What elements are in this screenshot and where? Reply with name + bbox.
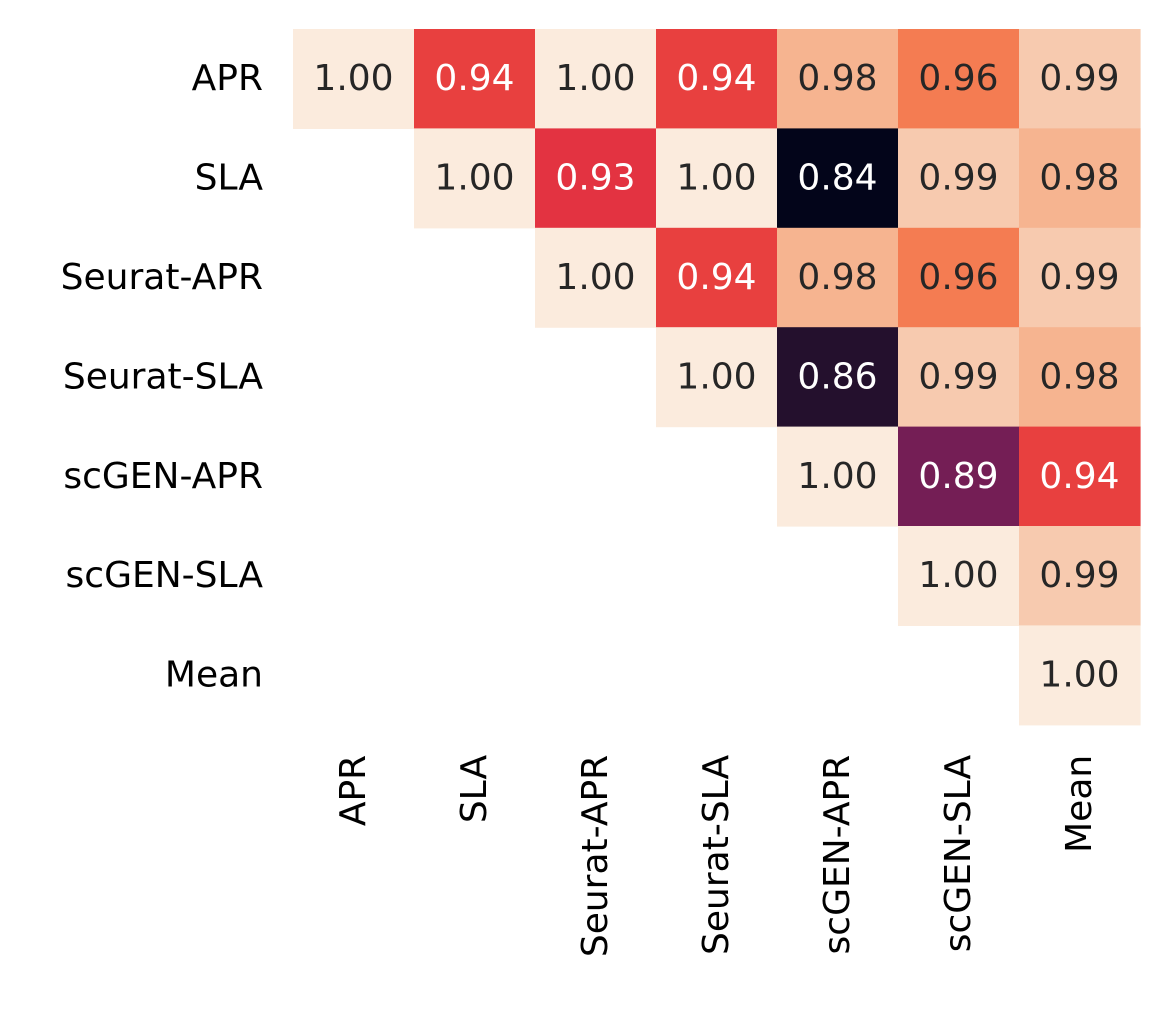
heatmap-cell-seurat-sla-scgen-apr bbox=[777, 327, 899, 428]
column-label-apr: APR bbox=[333, 755, 374, 826]
heatmap-cell-seurat-sla-scgen-sla bbox=[898, 327, 1020, 428]
heatmap-cell-labels: 1.00 0.94 1.00 0.94 0.98 0.96 0.99 1.00 0.93 1.00… bbox=[313, 58, 1119, 695]
column-label-seurat-sla: Seurat-SLA bbox=[696, 754, 737, 955]
cell-value-scgen-sla-mean: 0.99 bbox=[1039, 555, 1119, 596]
heatmap-cell-apr-mean bbox=[1019, 29, 1141, 129]
cell-value-apr-seurat-apr: 1.00 bbox=[555, 58, 635, 99]
row-label-seurat-apr: Seurat-APR bbox=[61, 257, 263, 298]
heatmap-cell-seurat-apr-scgen-apr bbox=[777, 227, 899, 328]
column-label-seurat-apr: Seurat-APR bbox=[575, 755, 616, 957]
heatmap-cell-scgen-apr-mean bbox=[1019, 426, 1141, 527]
heatmap-cell-sla-seurat-apr bbox=[535, 128, 657, 229]
cell-value-seurat-apr-seurat-sla: 0.94 bbox=[676, 257, 756, 298]
cell-value-seurat-sla-scgen-apr: 0.86 bbox=[797, 356, 877, 397]
cell-value-seurat-sla-mean: 0.98 bbox=[1039, 356, 1119, 397]
cell-value-scgen-sla-scgen-sla: 1.00 bbox=[918, 555, 998, 596]
cell-value-scgen-apr-scgen-apr: 1.00 bbox=[797, 456, 877, 497]
heatmap-cell-sla-seurat-sla bbox=[656, 128, 778, 229]
cell-value-sla-seurat-apr: 0.93 bbox=[555, 158, 635, 199]
heatmap-cells bbox=[293, 29, 1141, 726]
row-tick-labels: APR SLA Seurat-APR Seurat-SLA scGEN-APR scGEN… bbox=[61, 58, 264, 695]
heatmap-cell-sla-scgen-sla bbox=[898, 128, 1020, 229]
row-label-seurat-sla: Seurat-SLA bbox=[63, 356, 264, 397]
heatmap-cell-seurat-sla-mean bbox=[1019, 327, 1141, 428]
column-label-mean: Mean bbox=[1059, 755, 1100, 853]
cell-value-sla-scgen-apr: 0.84 bbox=[797, 158, 877, 199]
column-tick-labels: APR SLA Seurat-APR Seurat-SLA scGEN-APR scGEN… bbox=[333, 754, 1100, 957]
heatmap-cell-apr-scgen-apr bbox=[777, 29, 899, 129]
column-label-scgen-apr: scGEN-APR bbox=[817, 755, 858, 955]
cell-value-apr-sla: 0.94 bbox=[434, 58, 514, 99]
heatmap-cell-scgen-sla-mean bbox=[1019, 526, 1141, 626]
heatmap-cell-seurat-sla-seurat-sla bbox=[656, 327, 778, 428]
heatmap-cell-seurat-apr-scgen-sla bbox=[898, 227, 1020, 328]
cell-value-seurat-sla-scgen-sla: 0.99 bbox=[918, 356, 998, 397]
column-label-scgen-sla: scGEN-SLA bbox=[938, 754, 979, 952]
heatmap-cell-sla-sla bbox=[414, 128, 536, 229]
cell-value-scgen-apr-scgen-sla: 0.89 bbox=[918, 456, 998, 497]
heatmap-cell-apr-apr bbox=[293, 29, 415, 129]
cell-value-sla-scgen-sla: 0.99 bbox=[918, 158, 998, 199]
cell-value-sla-seurat-sla: 1.00 bbox=[676, 158, 756, 199]
heatmap-cell-apr-sla bbox=[414, 29, 536, 129]
cell-value-seurat-apr-scgen-apr: 0.98 bbox=[797, 257, 877, 298]
heatmap-cell-seurat-apr-seurat-apr bbox=[535, 227, 657, 328]
heatmap-cell-seurat-apr-mean bbox=[1019, 227, 1141, 328]
heatmap-cell-scgen-apr-scgen-apr bbox=[777, 426, 899, 527]
column-label-sla: SLA bbox=[454, 754, 495, 823]
heatmap-cell-apr-seurat-sla bbox=[656, 29, 778, 129]
row-label-scgen-sla: scGEN-SLA bbox=[66, 555, 264, 596]
cell-value-seurat-apr-scgen-sla: 0.96 bbox=[918, 257, 998, 298]
row-label-apr: APR bbox=[192, 58, 263, 99]
cell-value-sla-sla: 1.00 bbox=[434, 158, 514, 199]
cell-value-apr-apr: 1.00 bbox=[313, 58, 393, 99]
heatmap-cell-scgen-apr-scgen-sla bbox=[898, 426, 1020, 527]
cell-value-mean-mean: 1.00 bbox=[1039, 655, 1119, 696]
heatmap-cell-apr-scgen-sla bbox=[898, 29, 1020, 129]
cell-value-apr-scgen-sla: 0.96 bbox=[918, 58, 998, 99]
cell-value-seurat-sla-seurat-sla: 1.00 bbox=[676, 356, 756, 397]
row-label-mean: Mean bbox=[165, 655, 263, 696]
cell-value-seurat-apr-mean: 0.99 bbox=[1039, 257, 1119, 298]
heatmap-cell-scgen-sla-scgen-sla bbox=[898, 526, 1020, 626]
heatmap-cell-mean-mean bbox=[1019, 625, 1141, 726]
heatmap-cell-sla-mean bbox=[1019, 128, 1141, 229]
row-label-sla: SLA bbox=[195, 158, 264, 199]
heatmap-cell-seurat-apr-seurat-sla bbox=[656, 227, 778, 328]
heatmap-cell-sla-scgen-apr bbox=[777, 128, 899, 229]
cell-value-apr-seurat-sla: 0.94 bbox=[676, 58, 756, 99]
row-label-scgen-apr: scGEN-APR bbox=[63, 456, 263, 497]
cell-value-apr-scgen-apr: 0.98 bbox=[797, 58, 877, 99]
cell-value-scgen-apr-mean: 0.94 bbox=[1039, 456, 1119, 497]
cell-value-apr-mean: 0.99 bbox=[1039, 58, 1119, 99]
cell-value-sla-mean: 0.98 bbox=[1039, 158, 1119, 199]
heatmap-cell-apr-seurat-apr bbox=[535, 29, 657, 129]
cell-value-seurat-apr-seurat-apr: 1.00 bbox=[555, 257, 635, 298]
